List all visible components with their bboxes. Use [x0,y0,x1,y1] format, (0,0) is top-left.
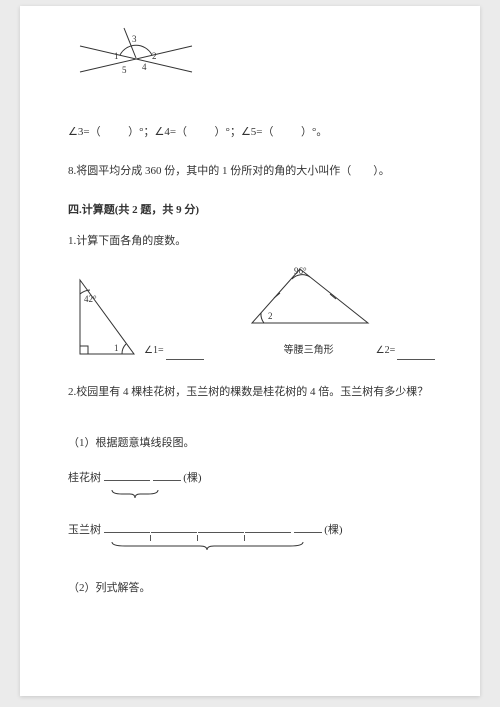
segment-row-guihua: 桂花树 (棵) [68,468,432,498]
angle-fill-question: ∠3=（ ）°；∠4=（ ）°；∠5=（ ）°。 [68,122,432,143]
isosceles-wrap: 96° 2 等腰三角形 [244,263,374,360]
svg-text:2: 2 [152,51,157,61]
angle-1-label: 1 [114,343,119,353]
answer-blank-2 [397,349,435,360]
blank [276,126,298,138]
worksheet-page: 3 1 2 4 5 ∠3=（ ）°；∠4=（ ）°；∠5=（ ）°。 8.将圆平… [20,6,480,696]
row1-unit: (棵) [183,472,201,484]
tick [244,535,245,541]
angle-42-label: 42° [84,294,97,304]
isosceles-caption: 等腰三角形 [244,341,374,360]
row2-unit: (棵) [324,524,342,536]
angles-icon: 3 1 2 4 5 [76,24,196,86]
segment-row-yulan: 玉兰树 (棵) [68,520,432,550]
segment-blank [198,522,244,533]
segment-blank [104,470,150,481]
triangle-2: 96° 2 等腰三角形 ∠2= [244,263,436,360]
question-8: 8.将圆平均分成 360 份，其中的 1 份所对的角的大小叫作（ ）。 [68,161,432,182]
angle-96-label: 96° [294,266,307,276]
right-triangle-icon: 42° 1 [72,272,142,360]
triangle-1: 42° 1 ∠1= [72,272,204,360]
tick [197,535,198,541]
angle1-prefix: ∠1= [144,341,164,360]
segment-blank [151,522,197,533]
question-4-2: 2.校园里有 4 棵桂花树，玉兰树的棵数是桂花树的 4 倍。玉兰树有多少棵？ [68,382,432,403]
row1-label: 桂花树 [68,472,101,484]
brace-icon [110,488,160,498]
count-blank [294,522,322,533]
blank [190,126,212,138]
section-4-title: 四.计算题(共 2 题，共 9 分) [68,200,432,221]
row2-label: 玉兰树 [68,524,101,536]
angle-2-label: 2 [268,311,273,321]
segment-blank [104,522,150,533]
svg-text:5: 5 [122,65,127,75]
blank [103,126,125,138]
cross-angle-diagram: 3 1 2 4 5 [76,24,432,94]
text-part: ）°；∠5=（ [215,126,274,138]
svg-text:4: 4 [142,62,147,72]
text-part: ）°；∠4=（ [128,126,187,138]
sub-question-1: （1）根据题意填线段图。 [68,433,432,454]
triangle-row: 42° 1 ∠1= 96° 2 [72,263,432,360]
count-blank [153,470,181,481]
text-part: ∠3=（ [68,126,101,138]
isosceles-triangle-icon: 96° 2 [244,263,374,335]
tick [150,535,151,541]
svg-text:3: 3 [132,34,137,44]
sub-question-2: （2）列式解答。 [68,578,432,599]
answer-blank-1 [166,349,204,360]
angle2-prefix: ∠2= [376,341,396,360]
text-part: ）°。 [301,126,327,138]
question-4-1: 1.计算下面各角的度数。 [68,231,432,252]
segment-blank [245,522,291,533]
svg-text:1: 1 [114,51,119,61]
brace-icon [110,540,305,550]
